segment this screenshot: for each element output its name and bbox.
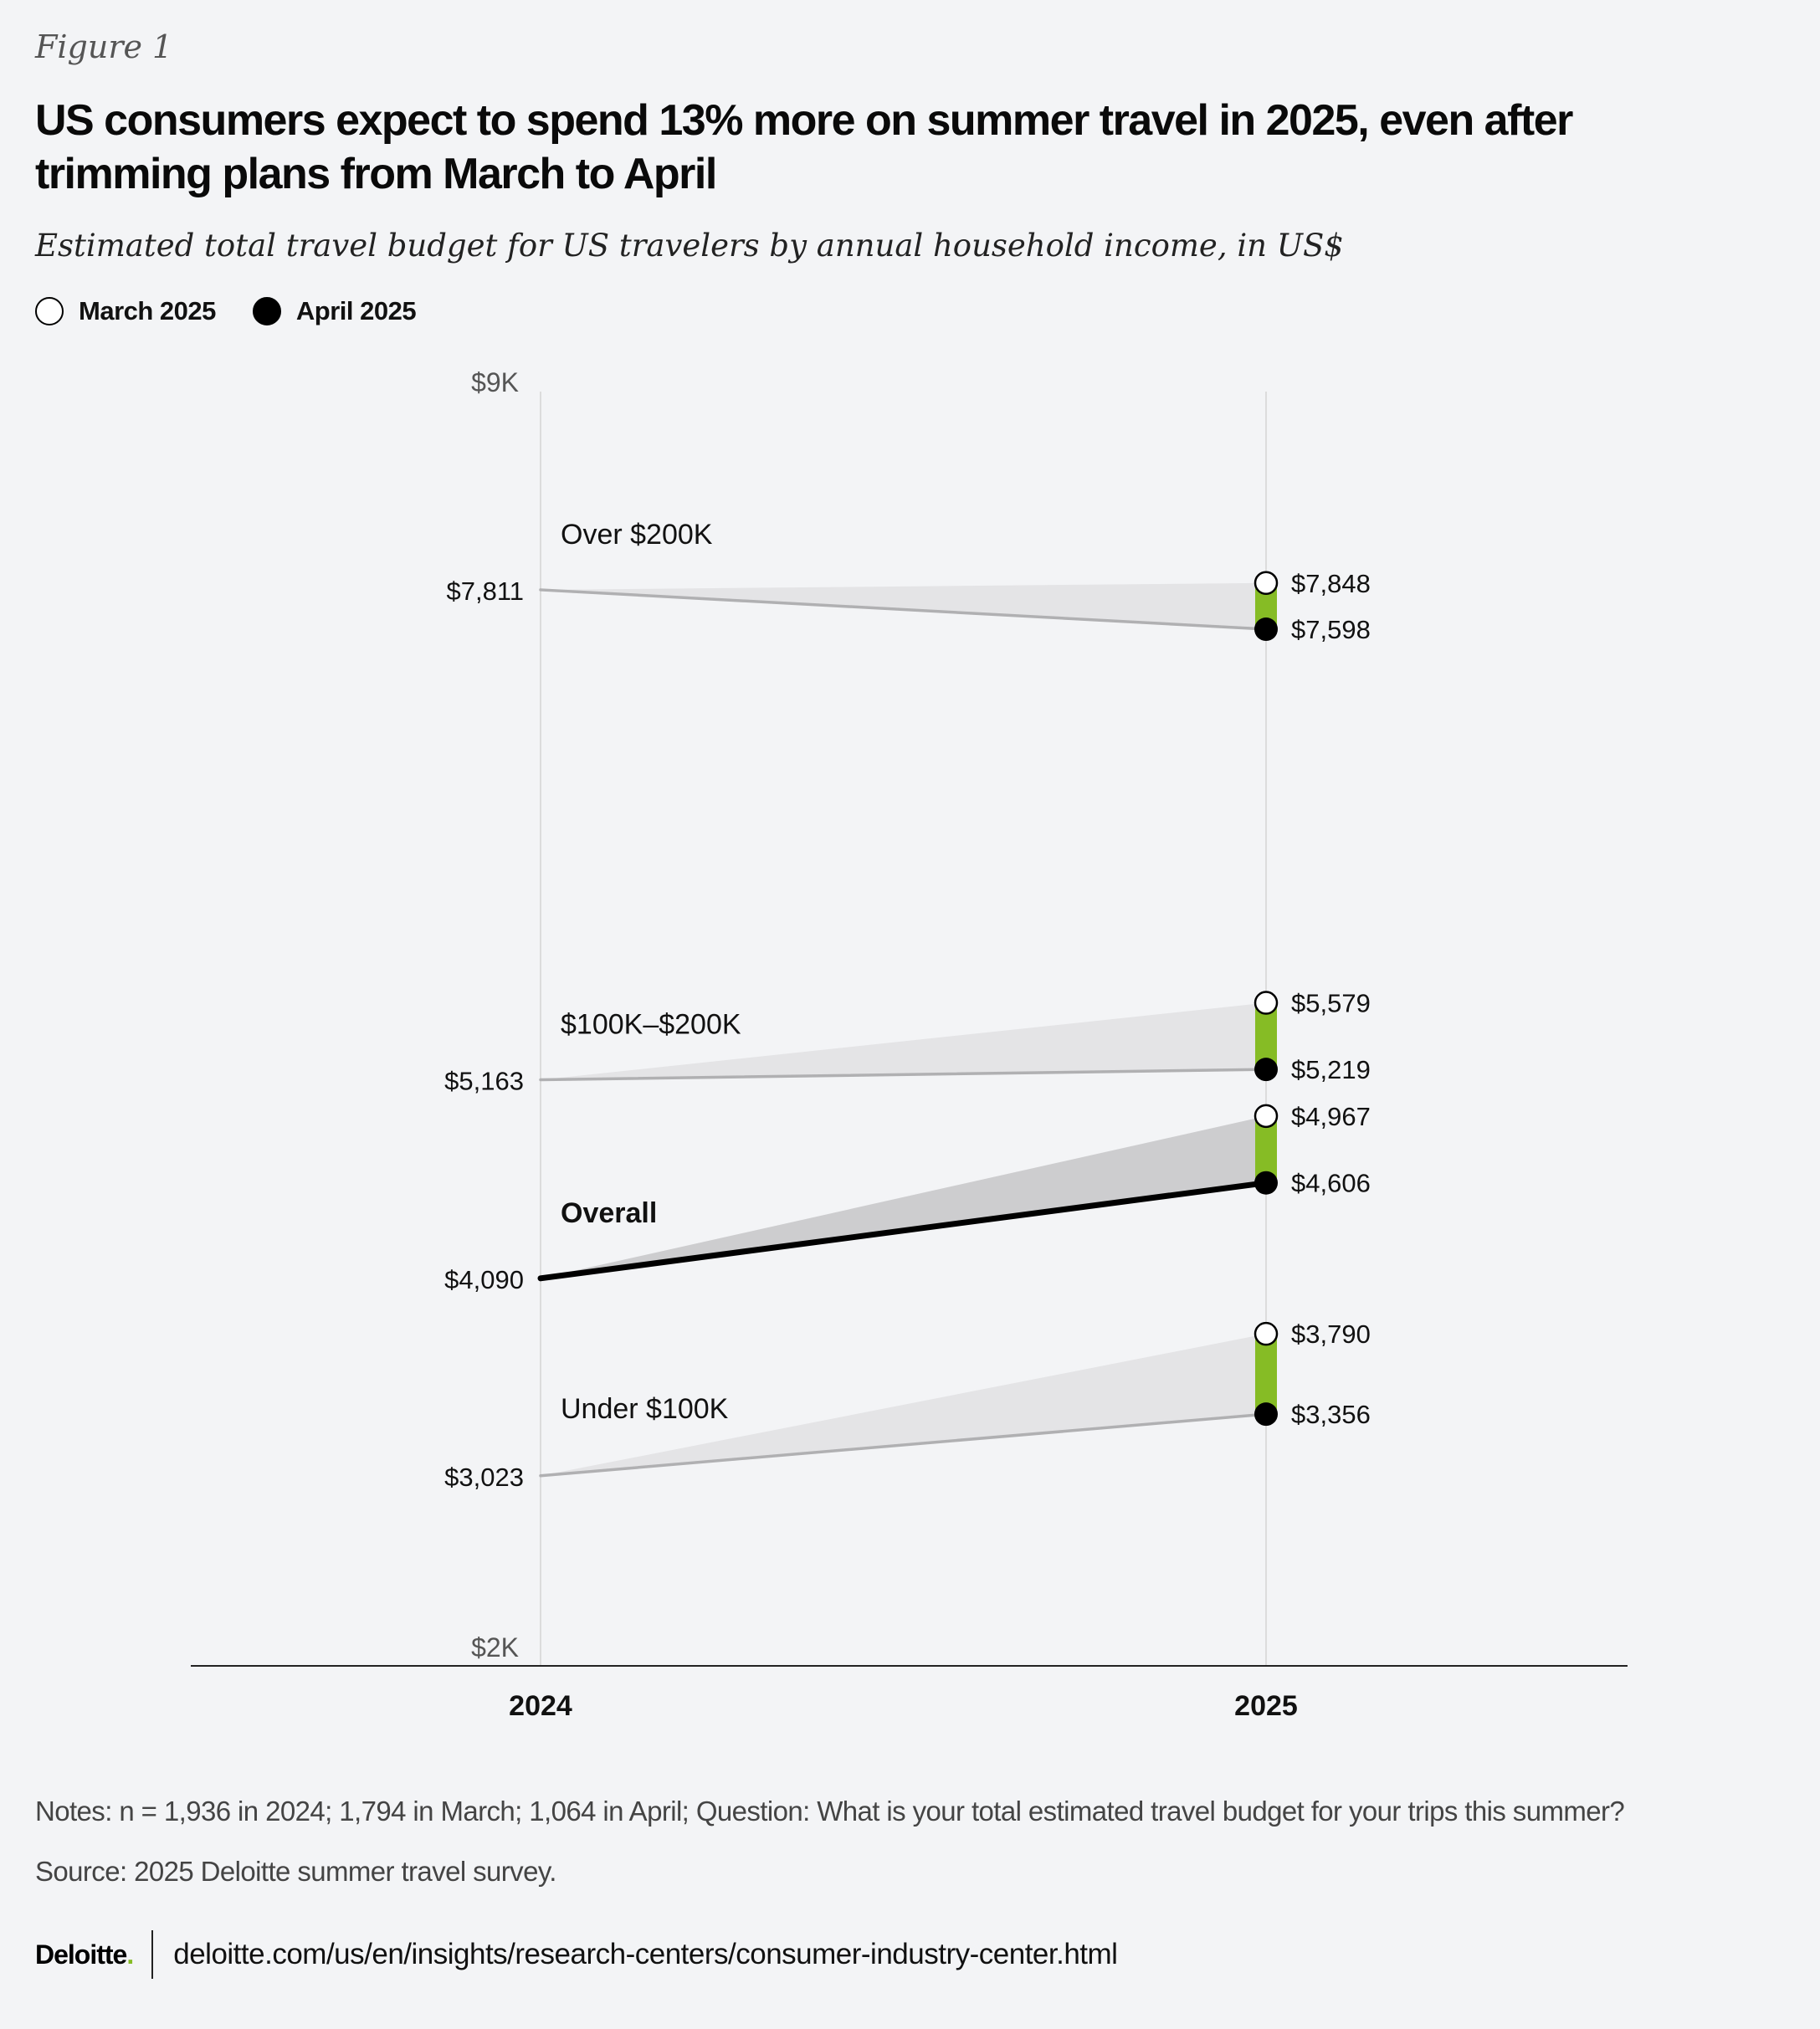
x-tick-label: 2025 — [1234, 1690, 1298, 1722]
value-label-march: $3,790 — [1291, 1319, 1371, 1349]
open-circle-icon — [35, 297, 64, 325]
legend-item-march: March 2025 — [35, 296, 216, 326]
value-label-april: $4,606 — [1291, 1169, 1371, 1198]
series-band — [541, 582, 1266, 630]
legend: March 2025 April 2025 — [35, 296, 417, 326]
footer: Deloitte. deloitte.com/us/en/insights/re… — [35, 1929, 1118, 1980]
series-line — [537, 1180, 1269, 1282]
y-tick-label: $9K — [471, 368, 519, 397]
legend-label-march: March 2025 — [79, 296, 216, 325]
series-name-label: Under $100K — [561, 1393, 729, 1425]
march-marker — [1253, 1104, 1279, 1129]
footer-url[interactable]: deloitte.com/us/en/insights/research-cen… — [173, 1938, 1118, 1970]
value-label-april: $7,598 — [1291, 615, 1371, 644]
footer-divider — [151, 1930, 154, 1979]
deloitte-logo: Deloitte. — [35, 1939, 134, 1970]
value-label-march: $5,579 — [1291, 989, 1371, 1018]
march-marker — [1253, 991, 1279, 1015]
filled-circle-icon — [252, 297, 281, 325]
value-label-march: $7,848 — [1291, 569, 1371, 598]
source: Source: 2025 Deloitte summer travel surv… — [35, 1856, 556, 1887]
april-marker — [1254, 617, 1278, 642]
chart-title: US consumers expect to spend 13% more on… — [35, 96, 1573, 198]
figure-label: Figure 1 — [35, 28, 173, 65]
y-tick-label: $2K — [471, 1632, 519, 1663]
april-marker — [1254, 1402, 1278, 1427]
series-band — [541, 1334, 1266, 1476]
chart-subtitle: Estimated total travel budget for US tra… — [35, 228, 1344, 264]
march-marker — [1253, 571, 1279, 596]
legend-label-april: April 2025 — [295, 296, 417, 325]
value-label-2024: $3,023 — [444, 1463, 524, 1492]
series-line — [539, 1068, 1268, 1082]
value-label-2024: $5,163 — [444, 1067, 524, 1096]
value-label-april: $5,219 — [1291, 1055, 1371, 1084]
april-marker — [1254, 1171, 1278, 1195]
series-band — [541, 1115, 1266, 1278]
series-name-label: Overall — [561, 1197, 657, 1229]
value-label-april: $3,356 — [1291, 1400, 1371, 1429]
value-label-2024: $7,811 — [446, 576, 524, 606]
series-name-label: Over $200K — [561, 519, 713, 551]
series-line — [539, 588, 1268, 631]
april-marker — [1254, 1058, 1278, 1082]
notes: Notes: n = 1,936 in 2024; 1,794 in March… — [35, 1796, 1625, 1827]
x-tick-label: 2024 — [509, 1690, 572, 1722]
slope-chart: $9K $2K 2024 2025 $7,848 $7,598 $7,811 Over $20… — [191, 368, 1628, 1722]
value-label-march: $4,967 — [1291, 1102, 1371, 1131]
series-name-label: $100K–$200K — [561, 1009, 741, 1041]
legend-item-april: April 2025 — [252, 296, 417, 326]
series-line — [539, 1412, 1268, 1478]
march-marker — [1253, 1321, 1279, 1346]
value-label-2024: $4,090 — [444, 1265, 524, 1294]
